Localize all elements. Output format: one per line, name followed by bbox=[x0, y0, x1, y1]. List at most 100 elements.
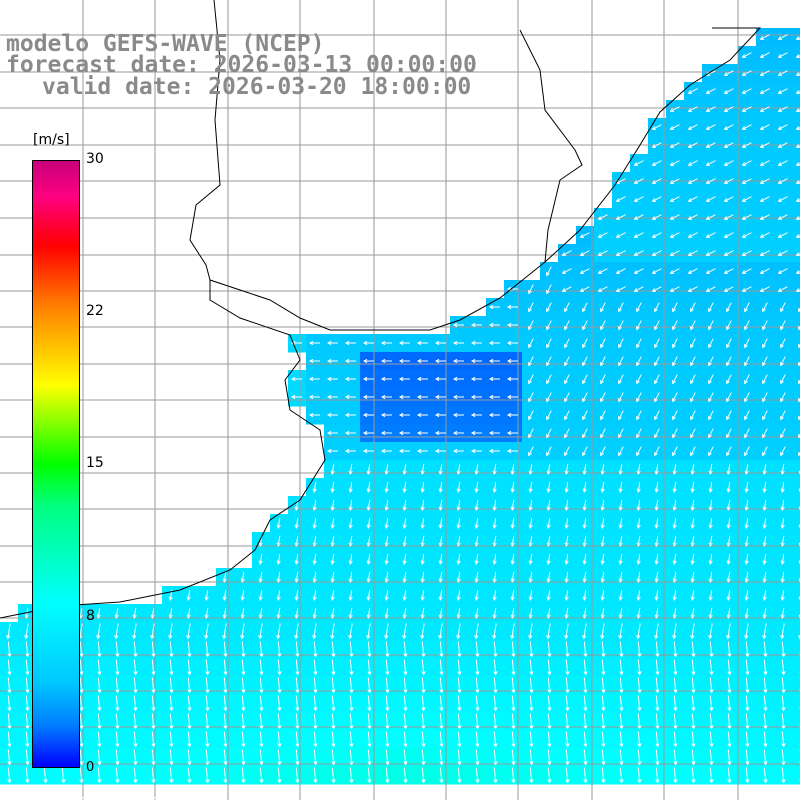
wind-arrow bbox=[79, 749, 84, 766]
wind-arrow bbox=[344, 412, 356, 418]
wind-arrow bbox=[636, 374, 642, 385]
wind-arrow bbox=[636, 623, 641, 640]
wind-arrow bbox=[295, 731, 300, 748]
coastline-lagoon bbox=[519, 29, 583, 263]
wind-arrow bbox=[798, 307, 800, 313]
wind-arrow bbox=[187, 641, 192, 658]
wind-arrow bbox=[781, 659, 786, 676]
wind-arrow bbox=[331, 785, 336, 800]
wind-arrow bbox=[169, 713, 174, 730]
wind-arrow bbox=[403, 749, 408, 766]
wind-arrow bbox=[726, 589, 731, 601]
wind-arrow bbox=[654, 463, 659, 475]
wind-arrow bbox=[511, 641, 516, 658]
wind-arrow bbox=[97, 641, 102, 658]
wind-arrow bbox=[763, 695, 768, 712]
wind-arrow bbox=[654, 571, 659, 583]
wind-arrow bbox=[744, 302, 750, 313]
wind-arrow bbox=[798, 614, 800, 619]
wind-arrow bbox=[708, 499, 713, 511]
wind-arrow bbox=[777, 124, 788, 130]
wind-speed-cell bbox=[792, 316, 800, 335]
wind-arrow bbox=[259, 767, 264, 784]
wind-arrow bbox=[398, 358, 410, 364]
wind-arrow bbox=[619, 659, 624, 676]
wind-arrow bbox=[169, 785, 174, 800]
wind-arrow bbox=[546, 535, 551, 547]
wind-arrow bbox=[618, 374, 624, 385]
wind-arrow bbox=[187, 713, 192, 730]
wind-arrow bbox=[636, 410, 642, 421]
wind-arrow bbox=[762, 535, 767, 547]
wind-arrow bbox=[619, 641, 624, 658]
wind-arrow bbox=[582, 517, 587, 529]
wind-arrow bbox=[744, 320, 750, 331]
wind-arrow bbox=[313, 731, 318, 748]
wind-arrow bbox=[475, 695, 480, 712]
wind-arrow bbox=[795, 180, 800, 184]
colorbar-tick-8: 8 bbox=[86, 608, 95, 624]
wind-arrow bbox=[744, 553, 749, 565]
wind-arrow bbox=[600, 535, 605, 547]
wind-speed-cell bbox=[792, 622, 800, 641]
wind-arrow bbox=[795, 198, 800, 202]
wind-arrow bbox=[420, 481, 425, 493]
wind-arrow bbox=[798, 560, 800, 565]
wind-arrow bbox=[384, 553, 389, 565]
wind-arrow bbox=[420, 535, 425, 547]
wind-arrow bbox=[470, 412, 482, 418]
wind-arrow bbox=[529, 641, 534, 658]
wind-arrow bbox=[79, 767, 84, 784]
wind-arrow bbox=[672, 428, 678, 439]
wind-arrow bbox=[691, 713, 696, 730]
wind-arrow bbox=[777, 250, 788, 256]
wind-arrow bbox=[600, 338, 606, 349]
wind-arrow bbox=[326, 376, 338, 382]
wind-arrow bbox=[416, 394, 428, 400]
wind-arrow bbox=[488, 376, 500, 382]
wind-arrow bbox=[187, 659, 192, 676]
wind-arrow bbox=[708, 410, 714, 421]
wind-arrow bbox=[619, 695, 624, 712]
wind-arrow bbox=[583, 695, 588, 712]
wind-arrow bbox=[600, 302, 606, 313]
wind-speed-cell bbox=[792, 226, 800, 245]
wind-arrow bbox=[222, 623, 227, 640]
wind-arrow bbox=[510, 553, 515, 565]
wind-arrow bbox=[564, 446, 570, 457]
wind-arrow bbox=[669, 250, 680, 256]
wind-arrow bbox=[600, 499, 605, 511]
wind-arrow bbox=[529, 713, 534, 730]
wind-arrow bbox=[367, 713, 372, 730]
wind-arrow bbox=[367, 677, 372, 694]
wind-arrow bbox=[565, 713, 570, 730]
wind-arrow bbox=[582, 356, 588, 367]
wind-arrow bbox=[528, 481, 533, 493]
wind-arrow bbox=[312, 517, 317, 529]
wind-arrow bbox=[470, 322, 482, 328]
wind-arrow bbox=[457, 713, 462, 730]
wind-arrow bbox=[709, 677, 714, 694]
wind-arrow bbox=[133, 659, 138, 676]
wind-arrow bbox=[669, 178, 680, 184]
wind-arrow bbox=[726, 392, 732, 403]
wind-arrow bbox=[600, 410, 606, 421]
wind-arrow bbox=[636, 535, 641, 547]
wind-arrow bbox=[582, 428, 588, 439]
wind-arrow bbox=[669, 124, 680, 130]
wind-arrow bbox=[421, 713, 426, 730]
wind-arrow bbox=[475, 659, 480, 676]
wind-arrow bbox=[690, 607, 695, 619]
wind-arrow bbox=[384, 571, 389, 583]
wind-arrow bbox=[601, 659, 606, 676]
wind-arrow bbox=[344, 340, 356, 346]
wind-arrow bbox=[745, 659, 750, 676]
wind-arrow bbox=[402, 535, 407, 547]
wind-speed-cell bbox=[792, 424, 800, 443]
wind-arrow bbox=[564, 589, 569, 601]
wind-arrow bbox=[654, 356, 660, 367]
wind-arrow bbox=[416, 376, 428, 382]
wind-arrow bbox=[384, 499, 389, 511]
